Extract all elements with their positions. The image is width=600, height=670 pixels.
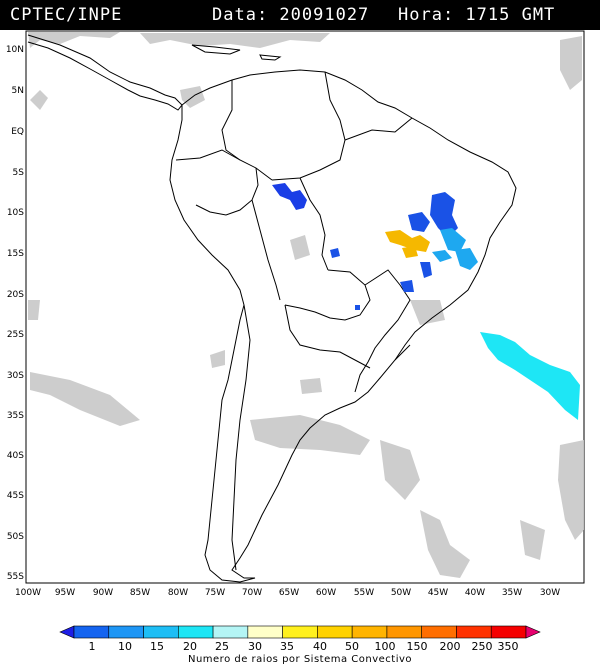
scale-label: 1 [88, 640, 96, 653]
map-frame [25, 30, 585, 584]
lon-label: 50W [390, 588, 412, 598]
lat-label: 50S [6, 532, 24, 542]
lat-label: 40S [6, 451, 24, 461]
lon-label: 100W [14, 588, 42, 598]
lon-label: 45W [427, 588, 449, 598]
scale-label: 30 [248, 640, 262, 653]
lon-label: 90W [92, 588, 114, 598]
scale-label: 50 [345, 640, 359, 653]
lon-label: 40W [464, 588, 486, 598]
color-scale-swatch [143, 625, 179, 639]
lightning-cluster [432, 250, 452, 262]
lightning-cluster [402, 246, 418, 258]
color-scale-swatch [282, 625, 318, 639]
lon-label: 60W [315, 588, 337, 598]
color-scale-swatch [456, 625, 492, 639]
title-bar: CPTEC/INPE Data: 20091027 Hora: 1715 GMT [0, 0, 600, 30]
lightning-cluster [400, 280, 414, 292]
scale-label: 100 [374, 640, 396, 653]
lightning-cluster [455, 248, 478, 270]
scale-label: 40 [313, 640, 327, 653]
scale-label: 25 [215, 640, 229, 653]
lightning-cluster [355, 305, 360, 310]
lat-label: 5N [11, 86, 24, 96]
lat-label: 55S [6, 572, 24, 582]
color-scale-swatch [317, 625, 353, 639]
date-label: Data: 20091027 [212, 5, 370, 25]
color-scale-swatch [490, 625, 527, 639]
lat-label: 10S [6, 208, 24, 218]
scale-label: 20 [183, 640, 197, 653]
lat-label: 45S [6, 491, 24, 501]
lightning-cluster [430, 192, 458, 238]
lightning-cluster [385, 230, 430, 252]
lon-label: 70W [241, 588, 263, 598]
lon-label: 35W [501, 588, 523, 598]
lightning-clusters [272, 183, 580, 420]
lat-label: 20S [6, 290, 24, 300]
scale-label: 200 [439, 640, 461, 653]
lightning-cluster [440, 228, 466, 252]
lon-label: 65W [278, 588, 300, 598]
legend-caption: Numero de raios por Sistema Convectivo [187, 654, 413, 665]
color-scale-swatch [178, 625, 214, 639]
cloud-cover [28, 32, 584, 578]
lat-label: 10N [5, 45, 24, 55]
lon-label: 95W [54, 588, 76, 598]
color-scale-swatch [212, 625, 249, 639]
org-label: CPTEC/INPE [10, 5, 123, 25]
scale-label: 250 [471, 640, 493, 653]
time-label: Hora: 1715 GMT [398, 5, 556, 25]
scale-label: 150 [406, 640, 428, 653]
lightning-cluster [408, 212, 430, 232]
lightning-cluster [420, 262, 432, 278]
lon-label: 85W [129, 588, 151, 598]
color-scale-swatch [421, 625, 457, 639]
lat-label: 35S [6, 411, 24, 421]
color-scale-swatch [351, 625, 388, 639]
lon-label: 55W [353, 588, 375, 598]
color-scale-swatch [73, 625, 110, 639]
scale-label: 35 [280, 640, 294, 653]
color-scale-swatch [59, 625, 75, 639]
lat-label: 5S [12, 168, 24, 178]
lat-label: 25S [6, 330, 24, 340]
lat-label: 15S [6, 249, 24, 259]
color-scale-swatch [247, 625, 283, 639]
scale-label: 10 [118, 640, 132, 653]
lightning-cluster [480, 332, 580, 420]
country-borders [27, 34, 517, 583]
lightning-cluster [330, 248, 340, 258]
lightning-cluster [272, 183, 307, 210]
lon-label: 30W [539, 588, 561, 598]
color-scale-swatch [386, 625, 422, 639]
color-scale-swatch [108, 625, 144, 639]
lat-label: EQ [11, 127, 24, 137]
scale-label: 15 [150, 640, 164, 653]
lon-label: 80W [167, 588, 189, 598]
scale-label: 350 [497, 640, 519, 653]
color-scale-swatch [525, 625, 541, 639]
color-scale-bar [59, 625, 541, 639]
lat-label: 30S [6, 371, 24, 381]
lon-label: 75W [204, 588, 226, 598]
